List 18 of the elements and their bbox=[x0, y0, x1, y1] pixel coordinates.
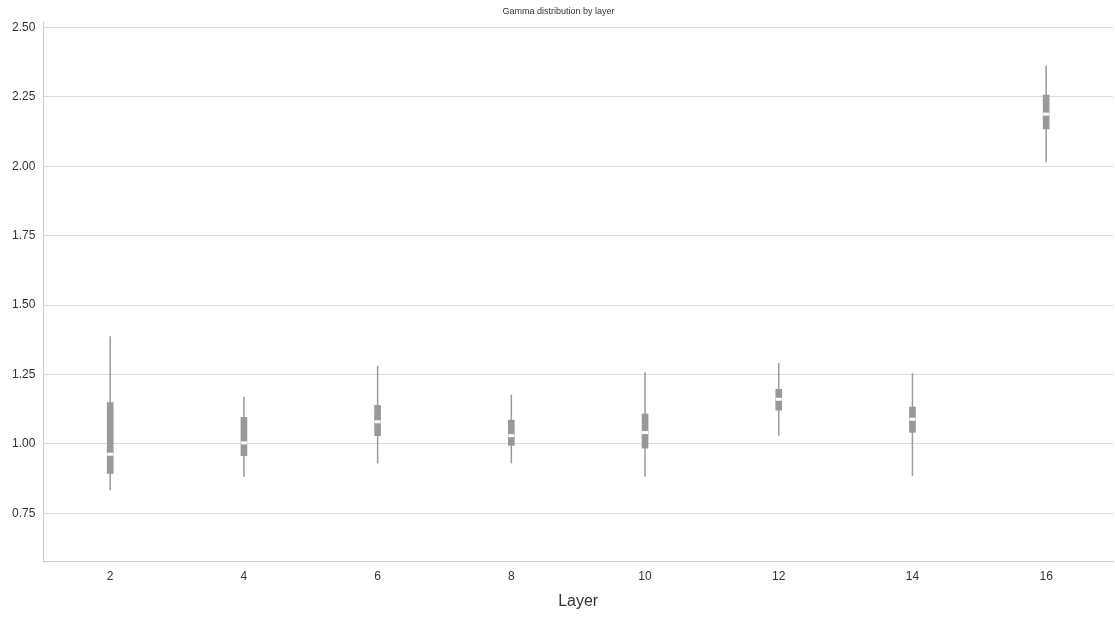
y-tick-label: 2.50 bbox=[12, 19, 36, 34]
x-axis-title: Layer bbox=[558, 591, 599, 609]
y-tick-label: 2.00 bbox=[12, 158, 36, 173]
x-tick-label: 6 bbox=[374, 568, 382, 583]
x-tick-label: 2 bbox=[106, 568, 114, 583]
y-tick-label: 1.00 bbox=[12, 436, 36, 451]
y-tick-label: 1.75 bbox=[12, 228, 36, 243]
x-tick-label: 8 bbox=[507, 568, 515, 583]
y-tick-label: 2.25 bbox=[12, 89, 36, 104]
x-tick-label: 12 bbox=[772, 568, 786, 583]
y-tick-label: 0.75 bbox=[12, 505, 36, 520]
y-tick-label: 1.25 bbox=[12, 366, 36, 381]
chart-title: Gamma distribution by layer bbox=[502, 5, 615, 16]
y-tick-label: 1.50 bbox=[12, 297, 36, 312]
x-tick-label: 10 bbox=[638, 568, 653, 583]
x-tick-label: 4 bbox=[240, 568, 248, 583]
x-tick-label: 14 bbox=[905, 568, 920, 583]
x-tick-label: 16 bbox=[1039, 568, 1054, 583]
